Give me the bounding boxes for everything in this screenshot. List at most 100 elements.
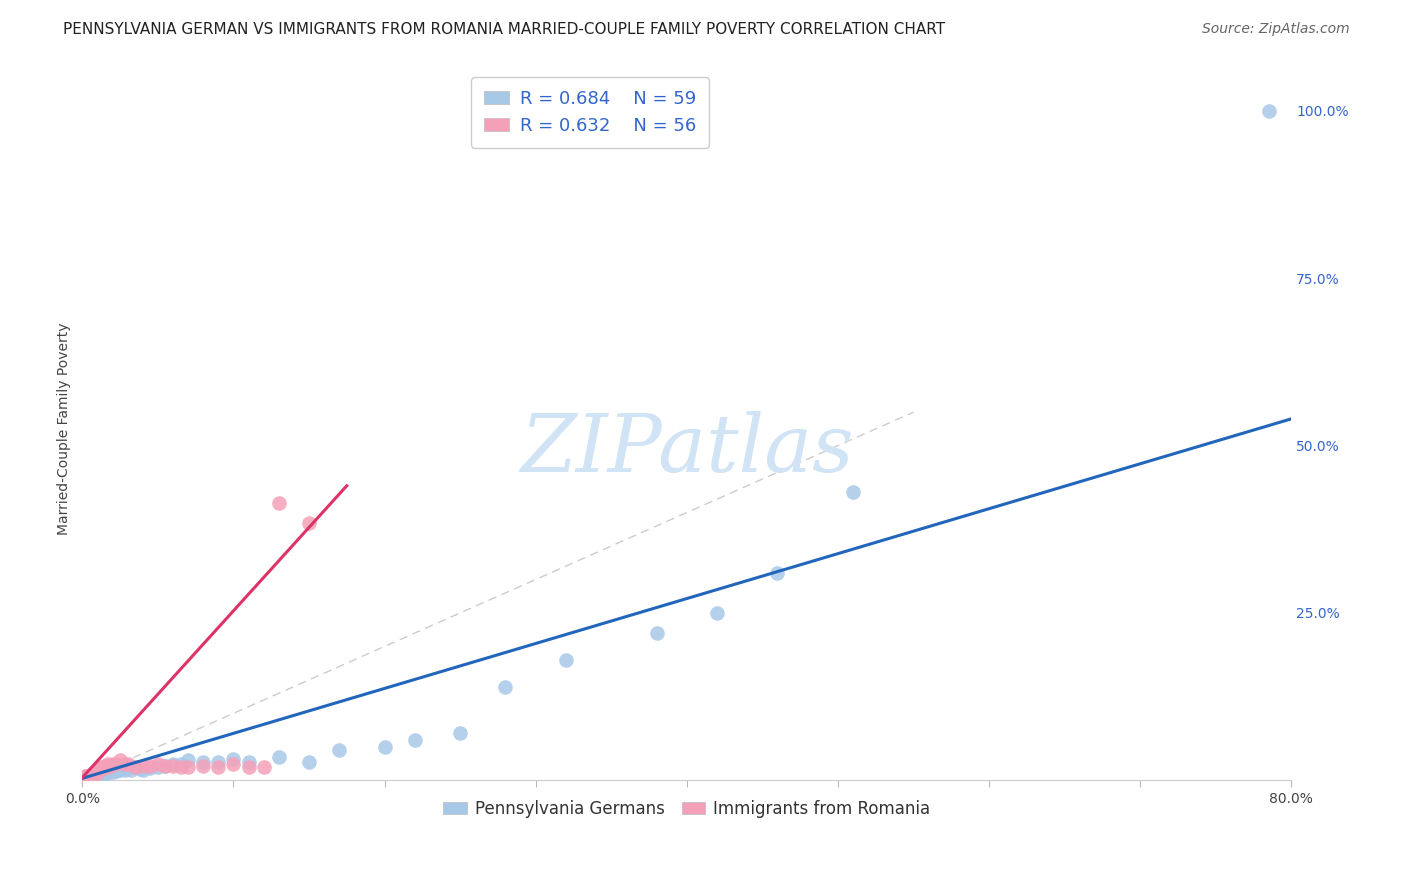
- Point: [98, 760, 121, 774]
- Point: [1257, 103, 1279, 118]
- Point: [75, 770, 97, 784]
- Point: [97, 756, 120, 771]
- Text: Source: ZipAtlas.com: Source: ZipAtlas.com: [1202, 22, 1350, 37]
- Point: [155, 758, 177, 772]
- Point: [75, 772, 97, 786]
- Point: [76, 771, 98, 785]
- Point: [76, 772, 98, 786]
- Point: [193, 755, 215, 769]
- Point: [86, 764, 108, 778]
- Point: [132, 758, 155, 772]
- Point: [82, 770, 104, 784]
- Point: [207, 760, 229, 774]
- Point: [267, 495, 290, 509]
- Point: [98, 764, 121, 778]
- Point: [87, 767, 110, 781]
- Point: [80, 769, 103, 783]
- Point: [162, 756, 184, 771]
- Point: [120, 764, 142, 778]
- Point: [75, 771, 97, 785]
- Point: [328, 743, 350, 757]
- Point: [76, 771, 98, 785]
- Point: [79, 769, 101, 783]
- Point: [77, 771, 100, 785]
- Point: [91, 760, 114, 774]
- Point: [73, 771, 96, 785]
- Point: [207, 755, 229, 769]
- Point: [267, 750, 290, 764]
- Point: [766, 566, 789, 580]
- Point: [82, 768, 104, 782]
- Point: [169, 756, 191, 771]
- Point: [94, 758, 117, 772]
- Point: [842, 485, 865, 500]
- Point: [104, 756, 127, 771]
- Point: [114, 763, 136, 777]
- Point: [645, 626, 668, 640]
- Point: [89, 764, 111, 778]
- Point: [128, 762, 150, 776]
- Point: [238, 755, 260, 769]
- Point: [162, 758, 184, 772]
- Point: [117, 756, 139, 771]
- Point: [83, 765, 105, 780]
- Point: [101, 764, 124, 779]
- Point: [104, 764, 127, 778]
- Point: [86, 765, 108, 780]
- Point: [82, 769, 104, 783]
- Point: [79, 771, 101, 785]
- Point: [706, 606, 728, 620]
- Point: [75, 772, 97, 786]
- Point: [77, 769, 100, 783]
- Point: [73, 770, 96, 784]
- Point: [124, 760, 146, 774]
- Point: [82, 766, 104, 780]
- Point: [169, 760, 191, 774]
- Point: [76, 772, 98, 786]
- Point: [96, 758, 118, 772]
- Point: [94, 765, 117, 780]
- Legend: Pennsylvania Germans, Immigrants from Romania: Pennsylvania Germans, Immigrants from Ro…: [437, 793, 936, 825]
- Point: [83, 767, 105, 781]
- Point: [93, 760, 115, 774]
- Point: [76, 769, 98, 783]
- Point: [73, 772, 96, 786]
- Point: [80, 769, 103, 783]
- Point: [139, 761, 162, 775]
- Point: [84, 769, 107, 783]
- Point: [80, 768, 103, 782]
- Point: [79, 768, 101, 782]
- Point: [97, 765, 120, 780]
- Point: [73, 772, 96, 786]
- Point: [139, 758, 162, 772]
- Point: [75, 770, 97, 784]
- Point: [76, 770, 98, 784]
- Point: [146, 756, 169, 771]
- Point: [132, 763, 155, 777]
- Point: [77, 770, 100, 784]
- Point: [298, 516, 321, 530]
- Text: PENNSYLVANIA GERMAN VS IMMIGRANTS FROM ROMANIA MARRIED-COUPLE FAMILY POVERTY COR: PENNSYLVANIA GERMAN VS IMMIGRANTS FROM R…: [63, 22, 945, 37]
- Point: [253, 760, 276, 774]
- Point: [86, 768, 108, 782]
- Point: [84, 766, 107, 780]
- Point: [108, 764, 131, 778]
- Point: [96, 766, 118, 780]
- Point: [73, 772, 96, 786]
- Point: [117, 761, 139, 775]
- Point: [155, 758, 177, 772]
- Point: [77, 771, 100, 785]
- Y-axis label: Married-Couple Family Poverty: Married-Couple Family Poverty: [58, 323, 72, 535]
- Point: [75, 769, 97, 783]
- Point: [80, 769, 103, 783]
- Point: [449, 726, 471, 740]
- Point: [83, 768, 105, 782]
- Point: [79, 770, 101, 784]
- Point: [108, 753, 131, 767]
- Point: [89, 766, 111, 780]
- Point: [298, 755, 321, 769]
- Point: [374, 739, 396, 754]
- Text: ZIPatlas: ZIPatlas: [520, 411, 853, 489]
- Point: [554, 653, 576, 667]
- Point: [494, 680, 516, 694]
